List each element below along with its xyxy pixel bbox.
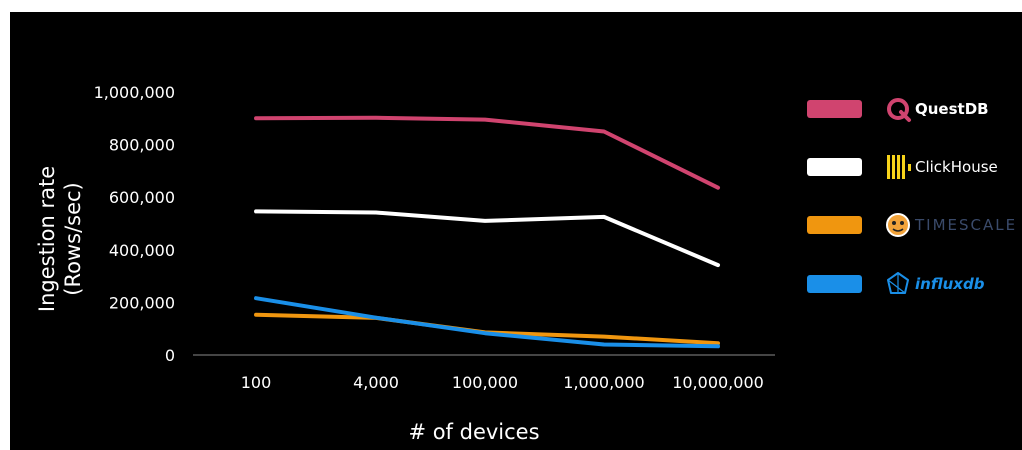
- series-lines: [254, 115, 720, 349]
- legend: QuestDB ClickHouse TIMESCALE influxdb: [807, 98, 1017, 294]
- legend-swatch: [807, 100, 862, 118]
- y-tick-label: 800,000: [109, 136, 175, 155]
- y-tick-label: 0: [165, 346, 175, 365]
- legend-item-clickhouse: ClickHouse: [807, 155, 998, 179]
- legend-label: ClickHouse: [915, 158, 998, 176]
- y-tick-label: 600,000: [109, 188, 175, 207]
- y-tick-label: 1,000,000: [94, 83, 175, 102]
- series-line-influxdb: [254, 296, 720, 349]
- x-tick-label: 100,000: [452, 373, 518, 392]
- x-tick-label: 4,000: [353, 373, 399, 392]
- x-tick-label: 1,000,000: [563, 373, 644, 392]
- legend-swatch: [807, 216, 862, 234]
- y-axis-title-line-1: Ingestion rate: [35, 166, 59, 312]
- legend-label: QuestDB: [915, 100, 989, 118]
- questdb-logo-icon: [887, 98, 911, 122]
- legend-swatch: [807, 158, 862, 176]
- clickhouse-logo-icon: [887, 155, 911, 179]
- x-axis-ticks: 100 4,000 100,000 1,000,000 10,000,000: [241, 373, 764, 392]
- x-tick-label: 10,000,000: [672, 373, 764, 392]
- legend-swatch: [807, 275, 862, 293]
- y-tick-label: 400,000: [109, 241, 175, 260]
- influxdb-logo-icon: [887, 272, 909, 294]
- y-axis-title-line-2: (Rows/sec): [61, 182, 85, 295]
- y-axis-ticks: 0 200,000 400,000 600,000 800,000 1,000,000: [94, 83, 175, 365]
- chart-panel: Ingestion rate (Rows/sec) 0 200,000 400,00…: [10, 12, 1022, 450]
- series-line-clickhouse: [254, 209, 720, 268]
- x-tick-label: 100: [241, 373, 272, 392]
- y-tick-label: 200,000: [109, 293, 175, 312]
- series-line-questdb: [254, 115, 720, 190]
- legend-item-influxdb: influxdb: [807, 272, 985, 294]
- y-axis-title: Ingestion rate (Rows/sec): [35, 166, 85, 312]
- series-line-timescale: [254, 312, 720, 346]
- legend-item-questdb: QuestDB: [807, 98, 989, 122]
- timescale-logo-icon: [886, 213, 910, 237]
- line-chart: Ingestion rate (Rows/sec) 0 200,000 400,00…: [35, 83, 1017, 444]
- legend-label: influxdb: [915, 275, 985, 293]
- x-axis-title: # of devices: [408, 420, 539, 444]
- legend-item-timescale: TIMESCALE: [807, 213, 1017, 237]
- legend-label: TIMESCALE: [914, 216, 1017, 234]
